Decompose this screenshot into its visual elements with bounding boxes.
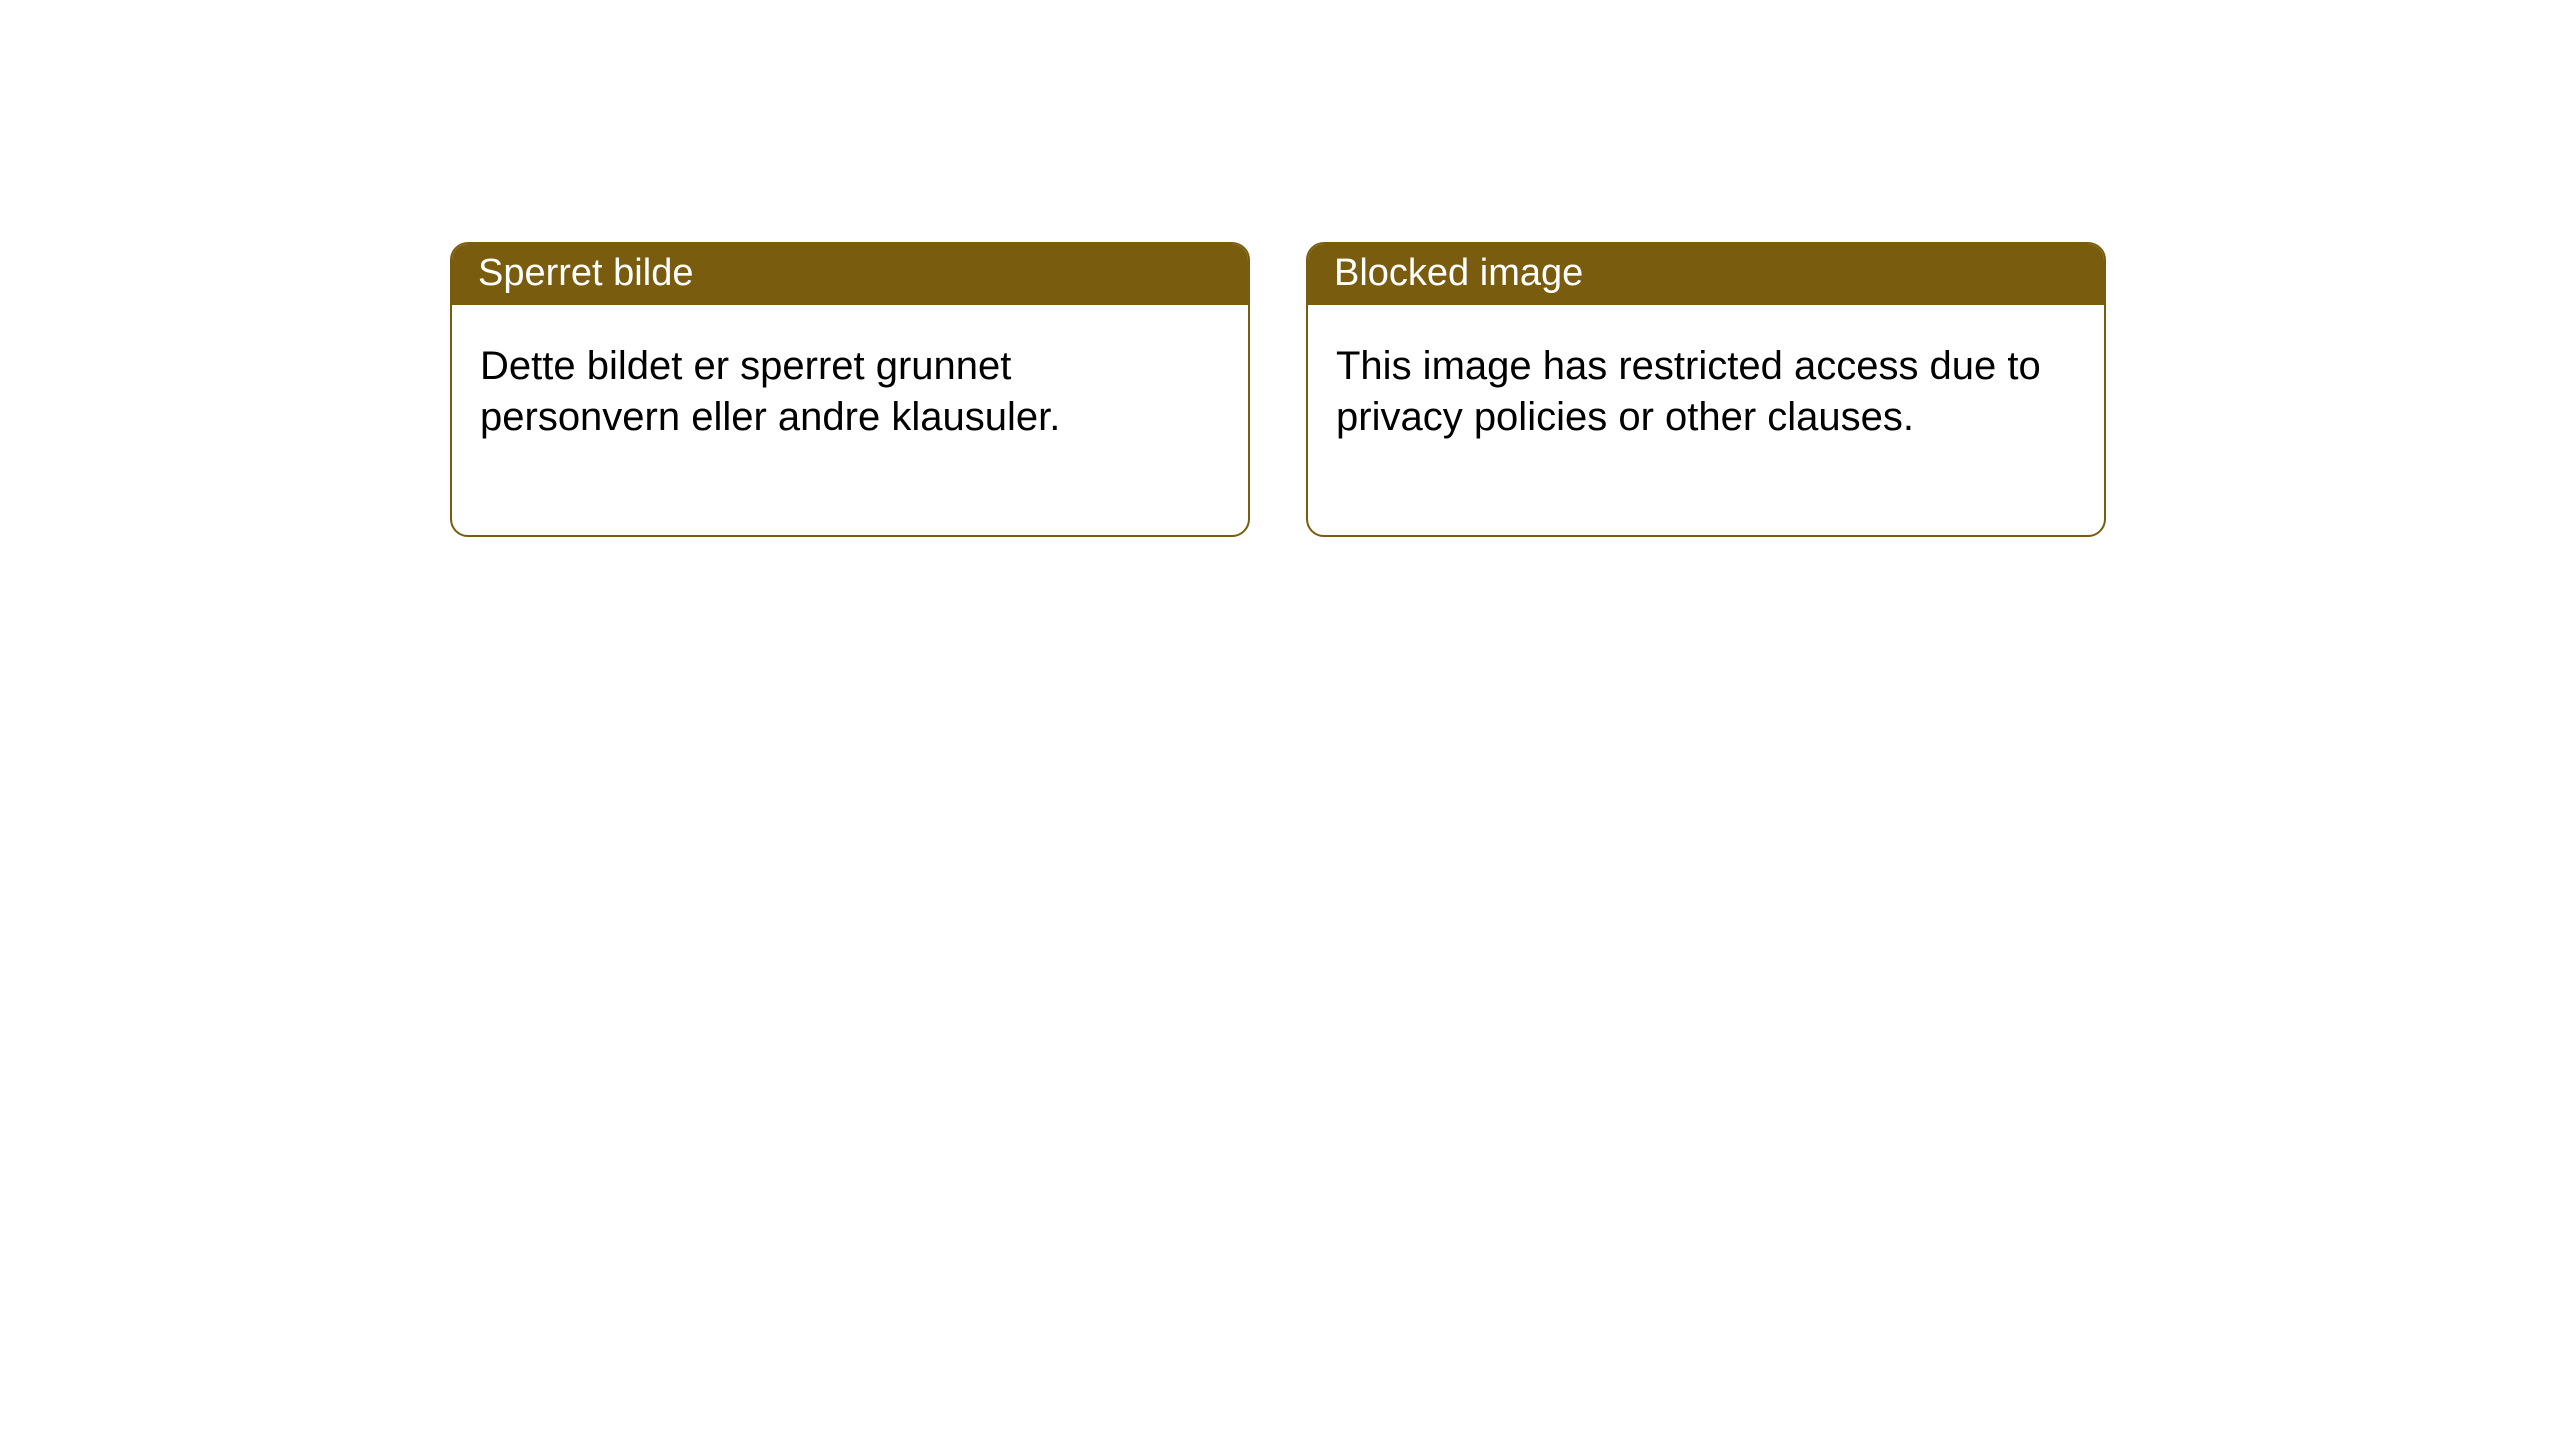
card-body: Dette bildet er sperret grunnet personve…: [452, 305, 1248, 535]
card-title: Sperret bilde: [478, 252, 693, 294]
card-title: Blocked image: [1334, 252, 1583, 294]
card-message: Dette bildet er sperret grunnet personve…: [480, 344, 1060, 439]
notice-card-english: Blocked image This image has restricted …: [1306, 242, 2106, 537]
card-message: This image has restricted access due to …: [1336, 344, 2041, 439]
notice-card-norwegian: Sperret bilde Dette bildet er sperret gr…: [450, 242, 1250, 537]
card-body: This image has restricted access due to …: [1308, 305, 2104, 535]
card-header: Sperret bilde: [452, 244, 1248, 305]
card-header: Blocked image: [1308, 244, 2104, 305]
notice-container: Sperret bilde Dette bildet er sperret gr…: [0, 0, 2560, 537]
